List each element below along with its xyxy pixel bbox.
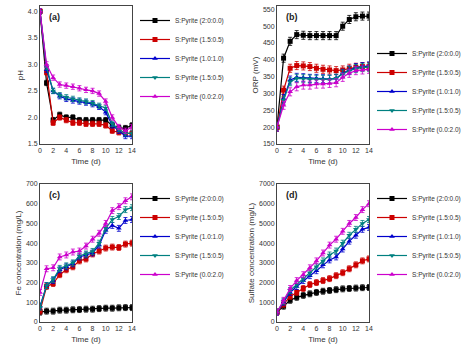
svg-text:2: 2 (288, 325, 292, 332)
svg-text:5000: 5000 (259, 220, 275, 227)
svg-text:2: 2 (51, 325, 55, 332)
svg-text:(a): (a) (49, 12, 60, 22)
svg-text:300: 300 (263, 90, 275, 97)
svg-text:550: 550 (263, 6, 275, 13)
svg-text:S:Pyrite (2:0:0.0): S:Pyrite (2:0:0.0) (175, 195, 224, 203)
svg-text:350: 350 (263, 73, 275, 80)
svg-text:4: 4 (301, 147, 305, 154)
svg-text:450: 450 (263, 39, 275, 46)
svg-text:12: 12 (115, 147, 123, 154)
svg-text:0: 0 (34, 318, 38, 325)
svg-text:8: 8 (328, 325, 332, 332)
svg-text:Time (d): Time (d) (71, 157, 101, 166)
svg-text:S:Pyrite (1.0:1.0): S:Pyrite (1.0:1.0) (175, 233, 224, 241)
svg-text:3.5: 3.5 (28, 34, 38, 41)
svg-text:S:Pyrite (0.0:2.0): S:Pyrite (0.0:2.0) (175, 93, 224, 101)
svg-text:6: 6 (77, 147, 81, 154)
svg-text:S:Pyrite (1.0:1.0): S:Pyrite (1.0:1.0) (412, 233, 461, 241)
svg-text:S:Pyrite (1.5:0.5): S:Pyrite (1.5:0.5) (412, 252, 461, 260)
svg-text:4000: 4000 (259, 240, 275, 247)
svg-text:0: 0 (38, 325, 42, 332)
svg-text:pH: pH (16, 70, 25, 80)
svg-text:2.5: 2.5 (28, 87, 38, 94)
svg-text:(b): (b) (286, 12, 298, 22)
svg-text:10: 10 (102, 147, 110, 154)
svg-text:2.0: 2.0 (28, 114, 38, 121)
svg-text:S:Pyrite (0.0:2.0): S:Pyrite (0.0:2.0) (412, 271, 461, 279)
svg-text:7000: 7000 (259, 180, 275, 187)
svg-text:200: 200 (26, 279, 38, 286)
svg-text:4.0: 4.0 (28, 8, 38, 15)
svg-text:S:Pyrite (1.5:0.5): S:Pyrite (1.5:0.5) (175, 252, 224, 260)
svg-text:0: 0 (271, 318, 275, 325)
svg-text:S:Pyrite (1.5:0.5): S:Pyrite (1.5:0.5) (175, 214, 224, 222)
svg-text:6: 6 (314, 325, 318, 332)
svg-text:S:Pyrite (2:0:0.0): S:Pyrite (2:0:0.0) (412, 50, 461, 58)
svg-text:400: 400 (26, 240, 38, 247)
svg-text:4: 4 (64, 325, 68, 332)
svg-text:S:Pyrite (2:0:0.0): S:Pyrite (2:0:0.0) (175, 17, 224, 25)
svg-text:S:Pyrite (0.0:2.0): S:Pyrite (0.0:2.0) (175, 271, 224, 279)
svg-text:2: 2 (288, 147, 292, 154)
svg-text:S:Pyrite (1.5:0.5): S:Pyrite (1.5:0.5) (175, 36, 224, 44)
svg-text:700: 700 (26, 180, 38, 187)
svg-text:14: 14 (128, 147, 136, 154)
svg-text:8: 8 (328, 147, 332, 154)
svg-text:1000: 1000 (259, 299, 275, 306)
svg-text:10: 10 (339, 325, 347, 332)
svg-text:100: 100 (26, 299, 38, 306)
svg-text:1.5: 1.5 (28, 140, 38, 147)
svg-text:0: 0 (275, 147, 279, 154)
svg-text:14: 14 (128, 325, 136, 332)
svg-text:(c): (c) (49, 190, 60, 200)
svg-text:ORP (mV): ORP (mV) (251, 56, 260, 93)
svg-text:4: 4 (301, 325, 305, 332)
svg-text:8: 8 (91, 325, 95, 332)
svg-text:S:Pyrite (1.5:0.5): S:Pyrite (1.5:0.5) (175, 74, 224, 82)
svg-text:4: 4 (64, 147, 68, 154)
svg-text:3.0: 3.0 (28, 61, 38, 68)
svg-text:6: 6 (314, 147, 318, 154)
svg-text:10: 10 (102, 325, 110, 332)
svg-text:500: 500 (26, 220, 38, 227)
svg-text:250: 250 (263, 107, 275, 114)
svg-text:S:Pyrite (1.5:0.5): S:Pyrite (1.5:0.5) (412, 107, 461, 115)
svg-text:14: 14 (365, 325, 373, 332)
svg-text:6000: 6000 (259, 200, 275, 207)
svg-text:Sulfate concentration (mg/L): Sulfate concentration (mg/L) (247, 202, 256, 303)
svg-text:0: 0 (38, 147, 42, 154)
svg-text:12: 12 (352, 325, 360, 332)
svg-text:Time (d): Time (d) (308, 157, 338, 166)
svg-text:2000: 2000 (259, 279, 275, 286)
svg-text:8: 8 (91, 147, 95, 154)
svg-text:6: 6 (77, 325, 81, 332)
svg-text:S:Pyrite (1.0:1.0): S:Pyrite (1.0:1.0) (175, 55, 224, 63)
svg-text:12: 12 (115, 325, 123, 332)
svg-text:S:Pyrite (0.0:2.0): S:Pyrite (0.0:2.0) (412, 126, 461, 134)
svg-text:Time (d): Time (d) (71, 335, 101, 344)
svg-text:2: 2 (51, 147, 55, 154)
svg-text:S:Pyrite (1.0:1.0): S:Pyrite (1.0:1.0) (412, 88, 461, 96)
svg-text:S:Pyrite (2:0:0.0): S:Pyrite (2:0:0.0) (412, 195, 461, 203)
svg-text:0: 0 (275, 325, 279, 332)
svg-text:Fe concentration (mg/L): Fe concentration (mg/L) (14, 210, 23, 295)
svg-text:500: 500 (263, 23, 275, 30)
svg-text:12: 12 (352, 147, 360, 154)
svg-text:(d): (d) (286, 190, 298, 200)
svg-text:150: 150 (263, 140, 275, 147)
svg-text:600: 600 (26, 200, 38, 207)
svg-text:Time (d): Time (d) (308, 335, 338, 344)
svg-text:S:Pyrite (1.5:0.5): S:Pyrite (1.5:0.5) (412, 69, 461, 77)
svg-text:14: 14 (365, 147, 373, 154)
svg-text:3000: 3000 (259, 259, 275, 266)
svg-text:200: 200 (263, 124, 275, 131)
svg-text:10: 10 (339, 147, 347, 154)
svg-text:400: 400 (263, 56, 275, 63)
svg-text:S:Pyrite (1.5:0.5): S:Pyrite (1.5:0.5) (412, 214, 461, 222)
svg-text:300: 300 (26, 259, 38, 266)
